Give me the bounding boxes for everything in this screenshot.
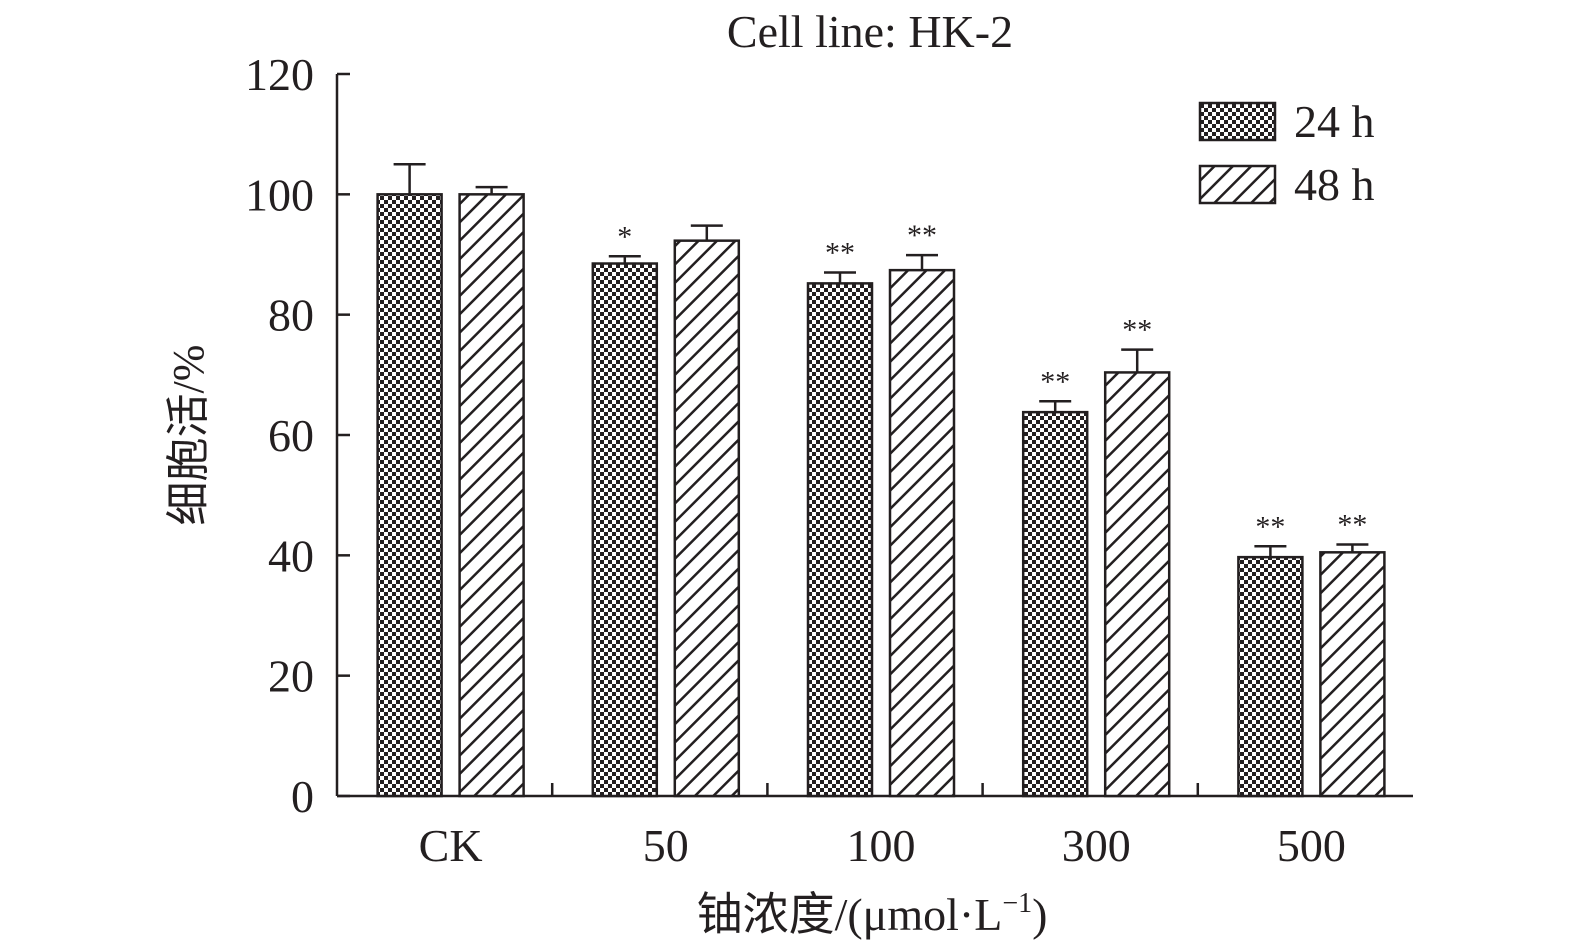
- y-tick-label: 40: [268, 530, 314, 581]
- x-axis-label-close: ): [1032, 889, 1047, 940]
- y-axis: 0 20 40 60 80 100 120: [245, 49, 350, 822]
- x-axis-label-superscript: −1: [1002, 888, 1032, 919]
- bar: [806, 282, 874, 798]
- bar: [1103, 371, 1171, 798]
- y-tick-label: 100: [245, 169, 314, 220]
- significance-label: **: [1040, 365, 1070, 398]
- legend-swatch: [1198, 164, 1277, 205]
- bar: [591, 262, 659, 798]
- x-axis-label: 铀浓度/(μmol·L−1): [697, 888, 1048, 940]
- x-tick-label: CK: [419, 820, 483, 871]
- y-axis-label: 细胞活/%: [164, 345, 213, 526]
- x-tick-label: 500: [1277, 820, 1346, 871]
- x-tick-label: 100: [847, 820, 916, 871]
- bar: [673, 239, 741, 798]
- significance-label: **: [825, 237, 855, 270]
- y-tick-label: 80: [268, 290, 314, 341]
- x-tick-label: 300: [1062, 820, 1131, 871]
- legend: 24 h 48 h: [1198, 96, 1375, 210]
- significance-label: **: [1122, 314, 1152, 347]
- legend-swatch: [1198, 101, 1277, 142]
- significance-label: **: [907, 219, 937, 252]
- y-tick-label: 20: [268, 651, 314, 702]
- y-tick-label: 120: [245, 49, 314, 100]
- bar: [1021, 410, 1089, 798]
- bar: [458, 193, 525, 798]
- bar: [1319, 551, 1386, 798]
- legend-label: 24 h: [1294, 96, 1375, 147]
- bar: [1237, 555, 1304, 798]
- x-tick-label: 50: [643, 820, 689, 871]
- bar: [376, 193, 443, 798]
- y-tick-label: 0: [291, 771, 314, 822]
- significance-label: *: [617, 220, 632, 253]
- bar: [888, 268, 956, 798]
- y-tick-label: 60: [268, 410, 314, 461]
- chart-title: Cell line: HK-2: [727, 6, 1013, 57]
- legend-label: 48 h: [1294, 159, 1375, 210]
- significance-label: **: [1255, 510, 1285, 543]
- bars: * ************: [376, 163, 1386, 798]
- x-axis: CK 50 100 300 500: [337, 783, 1413, 871]
- significance-label: **: [1337, 509, 1367, 542]
- x-axis-label-main: 铀浓度/(μmol·L: [697, 889, 1003, 940]
